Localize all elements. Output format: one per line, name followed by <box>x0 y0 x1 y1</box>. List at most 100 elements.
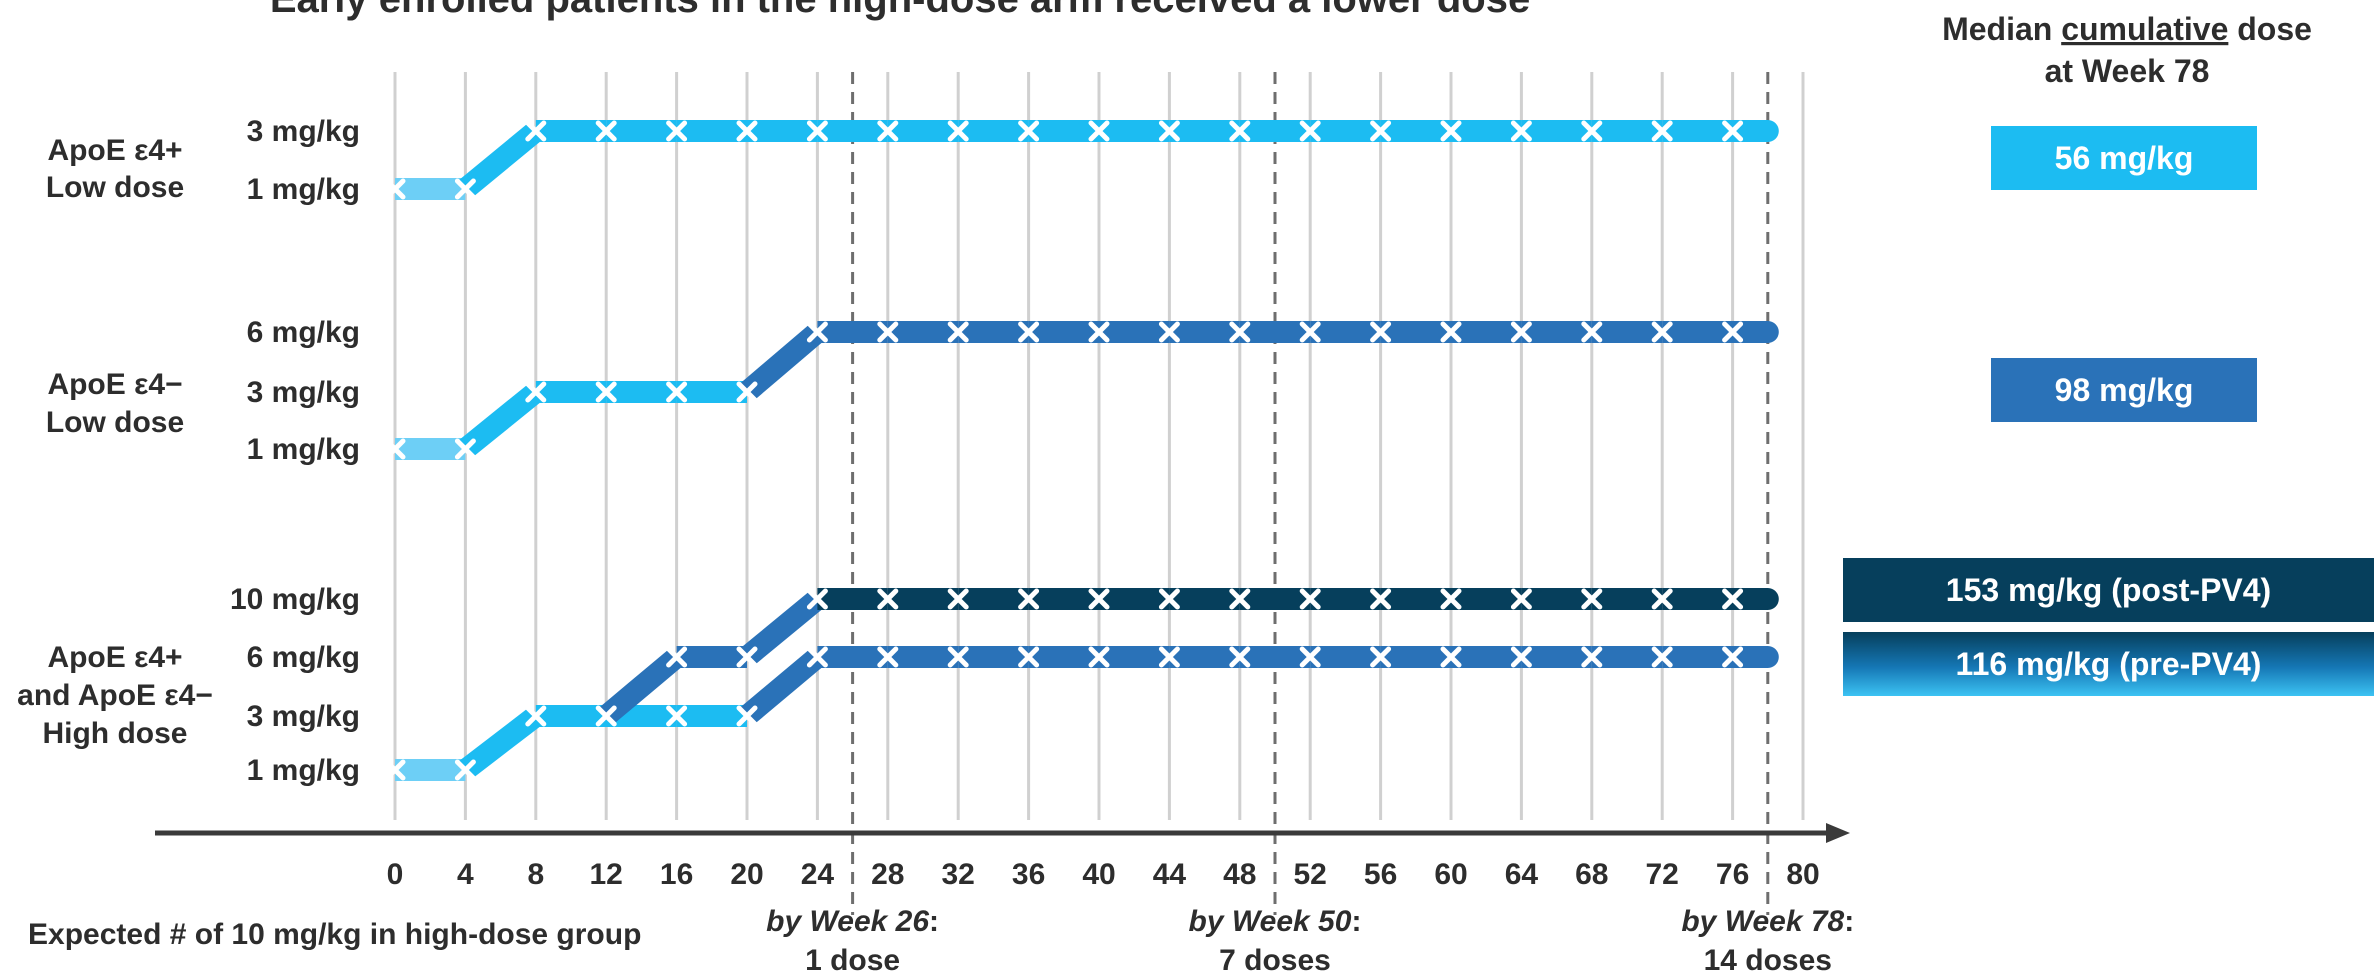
dose-marker-g1-s0-11 <box>1158 321 1180 343</box>
dose-label-g0-3: 3 mg/kg <box>247 115 360 148</box>
dose-marker-g2-s1-11 <box>1370 588 1392 610</box>
cumulative-dose-box-2 <box>1843 558 2374 622</box>
dose-marker-g2-s0-3 <box>666 705 688 727</box>
dose-marker-g0-s0-6 <box>806 120 828 142</box>
dose-marker-g1-s0-16 <box>1510 321 1532 343</box>
dose-label-g1-3: 3 mg/kg <box>247 376 360 409</box>
dose-marker-g1-s0-6 <box>806 321 828 343</box>
dose-marker-g2-s0-7 <box>947 646 969 668</box>
x-tick-label-4: 4 <box>457 858 474 891</box>
x-tick-label-52: 52 <box>1294 858 1327 891</box>
x-tick-label-72: 72 <box>1646 858 1679 891</box>
dose-marker-g2-s1-5 <box>947 588 969 610</box>
milestone-count-0: 1 dose <box>805 944 900 973</box>
group-label-g0-line1: ApoE ε4+ <box>47 134 182 167</box>
series-segment-g1-s0-1 <box>458 383 543 458</box>
cumulative-dose-label-1: 98 mg/kg <box>2055 372 2194 408</box>
dose-marker-g0-s0-2 <box>525 120 547 142</box>
cumulative-dose-box-0 <box>1991 126 2257 190</box>
dose-marker-g1-s0-5 <box>736 381 758 403</box>
dose-marker-g2-s1-16 <box>1722 588 1744 610</box>
dose-label-g2-6: 6 mg/kg <box>247 641 360 674</box>
dose-marker-g0-s0-12 <box>1229 120 1251 142</box>
cumulative-header-line2: at Week 78 <box>2045 53 2210 89</box>
dose-marker-g2-s0-8 <box>1018 646 1040 668</box>
group-label-g2-line1: ApoE ε4+ <box>47 641 182 674</box>
dose-marker-g2-s0-5 <box>806 646 828 668</box>
dose-marker-g1-s0-18 <box>1651 321 1673 343</box>
dose-marker-g2-s1-3 <box>806 588 828 610</box>
group-label-g2-line3: High dose <box>42 717 187 750</box>
dose-label-g0-1: 1 mg/kg <box>247 173 360 206</box>
dose-label-g2-1: 1 mg/kg <box>247 754 360 787</box>
dose-marker-g0-s0-4 <box>666 120 688 142</box>
expected-doses-label: Expected # of 10 mg/kg in high-dose grou… <box>28 918 641 951</box>
dose-marker-g2-s0-15 <box>1510 646 1532 668</box>
x-tick-label-12: 12 <box>590 858 623 891</box>
dose-marker-g1-s0-3 <box>595 381 617 403</box>
dose-marker-g1-s0-19 <box>1722 321 1744 343</box>
dose-marker-g2-s0-16 <box>1581 646 1603 668</box>
dose-marker-g1-s0-2 <box>525 381 547 403</box>
dose-marker-g2-s1-9 <box>1229 588 1251 610</box>
dose-marker-g1-s0-0 <box>384 438 406 460</box>
x-axis: 0 4 8 12 16 20 24 28 32 36 40 44 48 52 56 60 64 68 72 76 80 <box>155 823 1850 891</box>
dose-marker-g0-s0-9 <box>1018 120 1040 142</box>
dose-marker-g2-s1-13 <box>1510 588 1532 610</box>
cumulative-dose-label-3: 116 mg/kg (pre-PV4) <box>1956 646 2262 682</box>
dose-marker-g0-s0-5 <box>736 120 758 142</box>
x-tick-label-80: 80 <box>1786 858 1819 891</box>
dose-marker-g2-s1-2 <box>736 646 758 668</box>
dose-marker-g0-s0-13 <box>1299 120 1321 142</box>
dose-marker-g0-s0-18 <box>1651 120 1673 142</box>
series-segment-g2-s0-4 <box>739 648 825 725</box>
dose-marker-g2-s1-4 <box>877 588 899 610</box>
cumulative-dose-box-1 <box>1991 358 2257 422</box>
x-tick-label-60: 60 <box>1434 858 1467 891</box>
x-tick-label-48: 48 <box>1223 858 1256 891</box>
milestone-count-2: 14 doses <box>1704 944 1832 973</box>
dose-marker-g0-s0-1 <box>454 178 476 200</box>
dose-marker-g0-s0-11 <box>1158 120 1180 142</box>
dose-marker-g0-s0-16 <box>1510 120 1532 142</box>
dose-marker-g2-s1-8 <box>1158 588 1180 610</box>
milestone-heading-0: by Week 26: <box>766 905 939 938</box>
dose-marker-g0-s0-15 <box>1440 120 1462 142</box>
dose-label-g1-6: 6 mg/kg <box>247 316 360 349</box>
x-tick-label-64: 64 <box>1505 858 1539 891</box>
dose-marker-g2-s0-10 <box>1158 646 1180 668</box>
x-tick-label-24: 24 <box>801 858 835 891</box>
milestone-count-1: 7 doses <box>1219 944 1331 973</box>
dose-marker-g1-s0-8 <box>947 321 969 343</box>
dose-marker-g2-s1-1 <box>666 646 688 668</box>
dose-marker-g2-s0-13 <box>1370 646 1392 668</box>
dose-marker-g1-s0-12 <box>1229 321 1251 343</box>
x-tick-label-32: 32 <box>942 858 975 891</box>
series-segment-g0-s0-1 <box>458 122 543 198</box>
x-tick-label-28: 28 <box>871 858 904 891</box>
x-tick-label-44: 44 <box>1153 858 1187 891</box>
dose-marker-g2-s0-12 <box>1299 646 1321 668</box>
grid-lines <box>393 72 1805 820</box>
dose-marker-g2-s1-14 <box>1581 588 1603 610</box>
cumulative-dose-label-0: 56 mg/kg <box>2055 140 2194 176</box>
dose-marker-g2-s1-0 <box>595 705 617 727</box>
dose-marker-g2-s0-11 <box>1229 646 1251 668</box>
dose-marker-g1-s0-14 <box>1370 321 1392 343</box>
dose-marker-g1-s0-7 <box>877 321 899 343</box>
dose-label-g2-10: 10 mg/kg <box>230 583 360 616</box>
x-tick-label-56: 56 <box>1364 858 1397 891</box>
cumulative-dose-box-3 <box>1843 632 2374 696</box>
x-tick-label-76: 76 <box>1716 858 1749 891</box>
x-tick-label-8: 8 <box>527 858 544 891</box>
group-label-g1-line2: Low dose <box>46 406 184 439</box>
dose-marker-g2-s1-12 <box>1440 588 1462 610</box>
dose-marker-g0-s0-19 <box>1722 120 1744 142</box>
cumulative-dose-panel: Median cumulative dose at Week 78 56 mg/kg… <box>1843 11 2374 696</box>
dose-marker-g1-s0-10 <box>1088 321 1110 343</box>
dose-label-g1-1: 1 mg/kg <box>247 433 360 466</box>
dose-marker-g2-s1-7 <box>1088 588 1110 610</box>
x-axis-arrow-icon <box>1826 823 1850 843</box>
dose-marker-g0-s0-3 <box>595 120 617 142</box>
cumulative-dose-label-2: 153 mg/kg (post-PV4) <box>1946 572 2271 608</box>
